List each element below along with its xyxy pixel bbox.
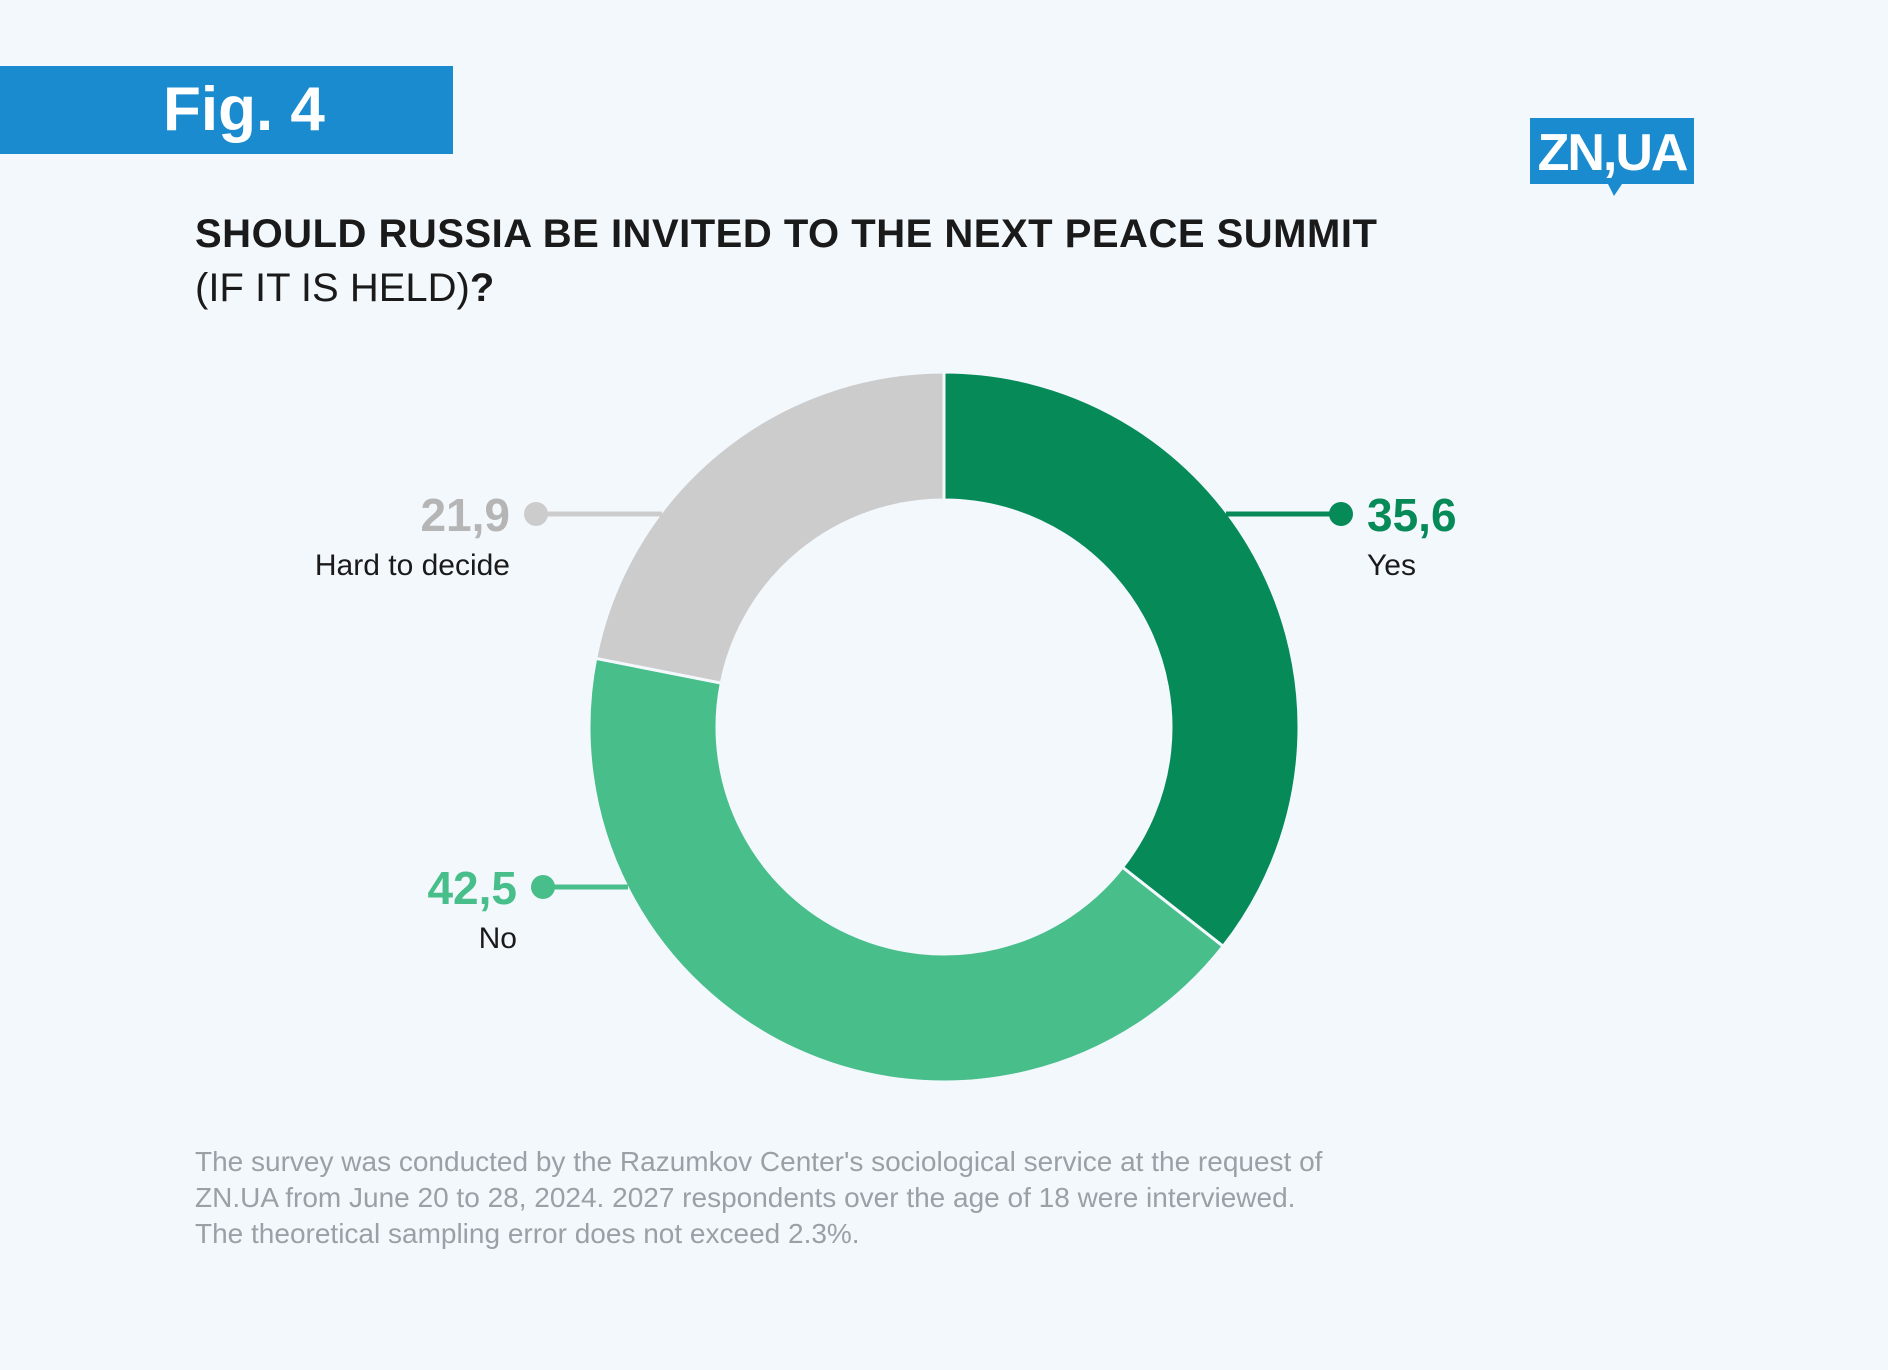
- category-label-no: No: [479, 922, 517, 955]
- category-label-hard-to-decide: Hard to decide: [315, 549, 510, 582]
- leader-dot-no: [531, 875, 555, 899]
- chart-title: SHOULD RUSSIA BE INVITED TO THE NEXT PEA…: [195, 208, 1595, 316]
- footnote-line-1: The survey was conducted by the Razumkov…: [195, 1146, 1323, 1177]
- value-label-yes: 35,6: [1367, 489, 1457, 541]
- chart-title-line2: (IF IT IS HELD)?: [195, 260, 1595, 316]
- donut-slice-no: [587, 656, 1226, 1084]
- donut-slice-yes: [942, 370, 1301, 949]
- value-label-no: 42,5: [427, 862, 517, 914]
- zn-ua-logo: ZN,UA: [1530, 118, 1694, 196]
- leader-dot-yes: [1329, 502, 1353, 526]
- category-label-yes: Yes: [1367, 549, 1416, 582]
- footnote: The survey was conducted by the Razumkov…: [195, 1144, 1495, 1252]
- leader-dot-hard-to-decide: [524, 502, 548, 526]
- footnote-line-3: The theoretical sampling error does not …: [195, 1218, 860, 1249]
- footnote-line-2: ZN.UA from June 20 to 28, 2024. 2027 res…: [195, 1182, 1296, 1213]
- donut-slice-hard-to-decide: [593, 370, 946, 685]
- chart-title-question-mark: ?: [469, 266, 495, 310]
- chart-title-line1: SHOULD RUSSIA BE INVITED TO THE NEXT PEA…: [195, 212, 1378, 256]
- svg-text:ZN,UA: ZN,UA: [1538, 124, 1688, 182]
- chart-title-line2-text: (IF IT IS HELD): [195, 266, 470, 310]
- value-label-hard-to-decide: 21,9: [420, 489, 510, 541]
- figure-badge: Fig. 4: [0, 66, 453, 154]
